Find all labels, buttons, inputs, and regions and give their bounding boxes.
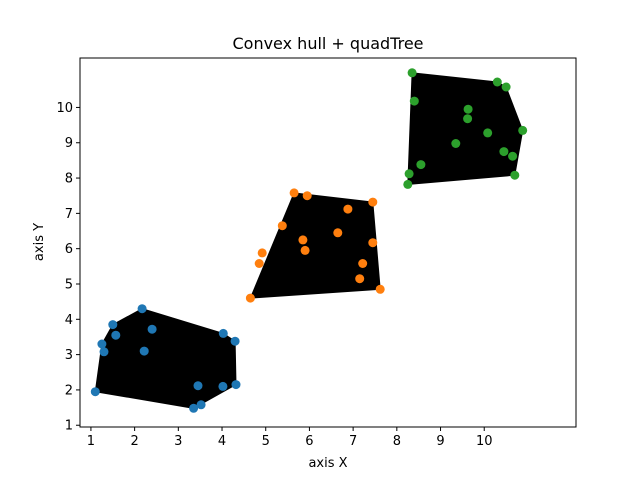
data-point-1-15 [231, 380, 241, 390]
x-tick-label: 8 [393, 434, 401, 449]
data-point-3-13 [508, 151, 518, 161]
data-point-1-2 [97, 339, 107, 349]
y-tick-label: 4 [65, 313, 73, 328]
data-point-1-9 [189, 403, 199, 413]
cluster-2 [245, 188, 385, 303]
chart-title: Convex hull + quadTree [232, 34, 423, 53]
y-tick-label: 2 [65, 383, 73, 398]
data-point-3-2 [404, 169, 414, 179]
data-point-3-10 [492, 77, 502, 87]
data-point-1-14 [230, 336, 240, 346]
data-point-3-5 [416, 160, 426, 170]
y-tick-label: 7 [65, 207, 73, 222]
y-axis: 1 2 3 4 5 6 7 8 9 10 [56, 101, 80, 434]
data-point-2-8 [302, 191, 312, 201]
cluster-1 [90, 304, 241, 413]
x-axis: 1 2 3 4 5 6 7 8 9 10 [87, 427, 493, 449]
y-tick-label: 3 [65, 348, 73, 363]
data-point-2-4 [277, 221, 287, 231]
y-tick-label: 10 [56, 101, 73, 116]
data-point-3-6 [451, 139, 461, 148]
data-point-3-15 [518, 125, 528, 135]
data-point-3-11 [499, 147, 509, 157]
data-point-1-12 [218, 381, 228, 391]
data-point-1-3 [99, 347, 109, 357]
x-tick-label: 6 [305, 434, 313, 449]
plot-area [90, 68, 528, 413]
data-point-1-4 [108, 320, 118, 330]
data-point-2-6 [298, 235, 308, 245]
data-point-3-3 [407, 68, 417, 78]
data-point-2-11 [355, 274, 365, 284]
x-tick-label: 3 [174, 434, 182, 449]
y-tick-label: 8 [65, 172, 73, 187]
data-point-1-8 [147, 324, 157, 334]
data-point-2-14 [368, 238, 378, 248]
y-tick-label: 5 [65, 277, 73, 292]
data-point-3-7 [463, 114, 473, 124]
data-point-2-3 [257, 248, 267, 258]
data-point-2-12 [358, 259, 368, 268]
data-point-1-7 [139, 346, 149, 356]
data-point-3-4 [409, 96, 419, 106]
y-tick-label: 1 [65, 419, 73, 434]
data-point-1-11 [196, 400, 206, 410]
data-point-2-13 [368, 197, 378, 207]
data-point-2-9 [333, 228, 343, 238]
data-point-1-10 [193, 381, 203, 391]
data-point-3-8 [463, 104, 473, 114]
x-tick-label: 10 [476, 434, 493, 449]
data-point-3-9 [483, 128, 493, 138]
data-point-3-1 [403, 179, 413, 189]
data-point-1-6 [137, 304, 147, 314]
data-point-2-15 [375, 284, 385, 294]
data-point-2-7 [300, 245, 310, 255]
x-tick-label: 9 [436, 434, 444, 449]
y-tick-label: 6 [65, 242, 73, 257]
data-point-1-13 [218, 328, 228, 338]
x-tick-label: 5 [262, 434, 270, 449]
data-point-3-14 [510, 170, 520, 180]
data-point-1-1 [90, 387, 100, 397]
x-axis-label: axis X [308, 456, 347, 471]
x-tick-label: 2 [130, 434, 138, 449]
data-point-1-5 [111, 330, 121, 340]
data-point-3-12 [501, 82, 511, 92]
y-tick-label: 9 [65, 136, 73, 151]
y-axis-label: axis Y [32, 223, 47, 261]
data-point-2-2 [254, 259, 264, 268]
cluster-3 [403, 68, 528, 189]
data-point-2-5 [289, 188, 299, 198]
data-point-2-10 [343, 204, 353, 214]
x-tick-label: 1 [87, 434, 95, 449]
axes-frame [79, 57, 577, 428]
data-point-2-1 [245, 293, 255, 303]
x-tick-label: 7 [349, 434, 357, 449]
x-tick-label: 4 [218, 434, 226, 449]
